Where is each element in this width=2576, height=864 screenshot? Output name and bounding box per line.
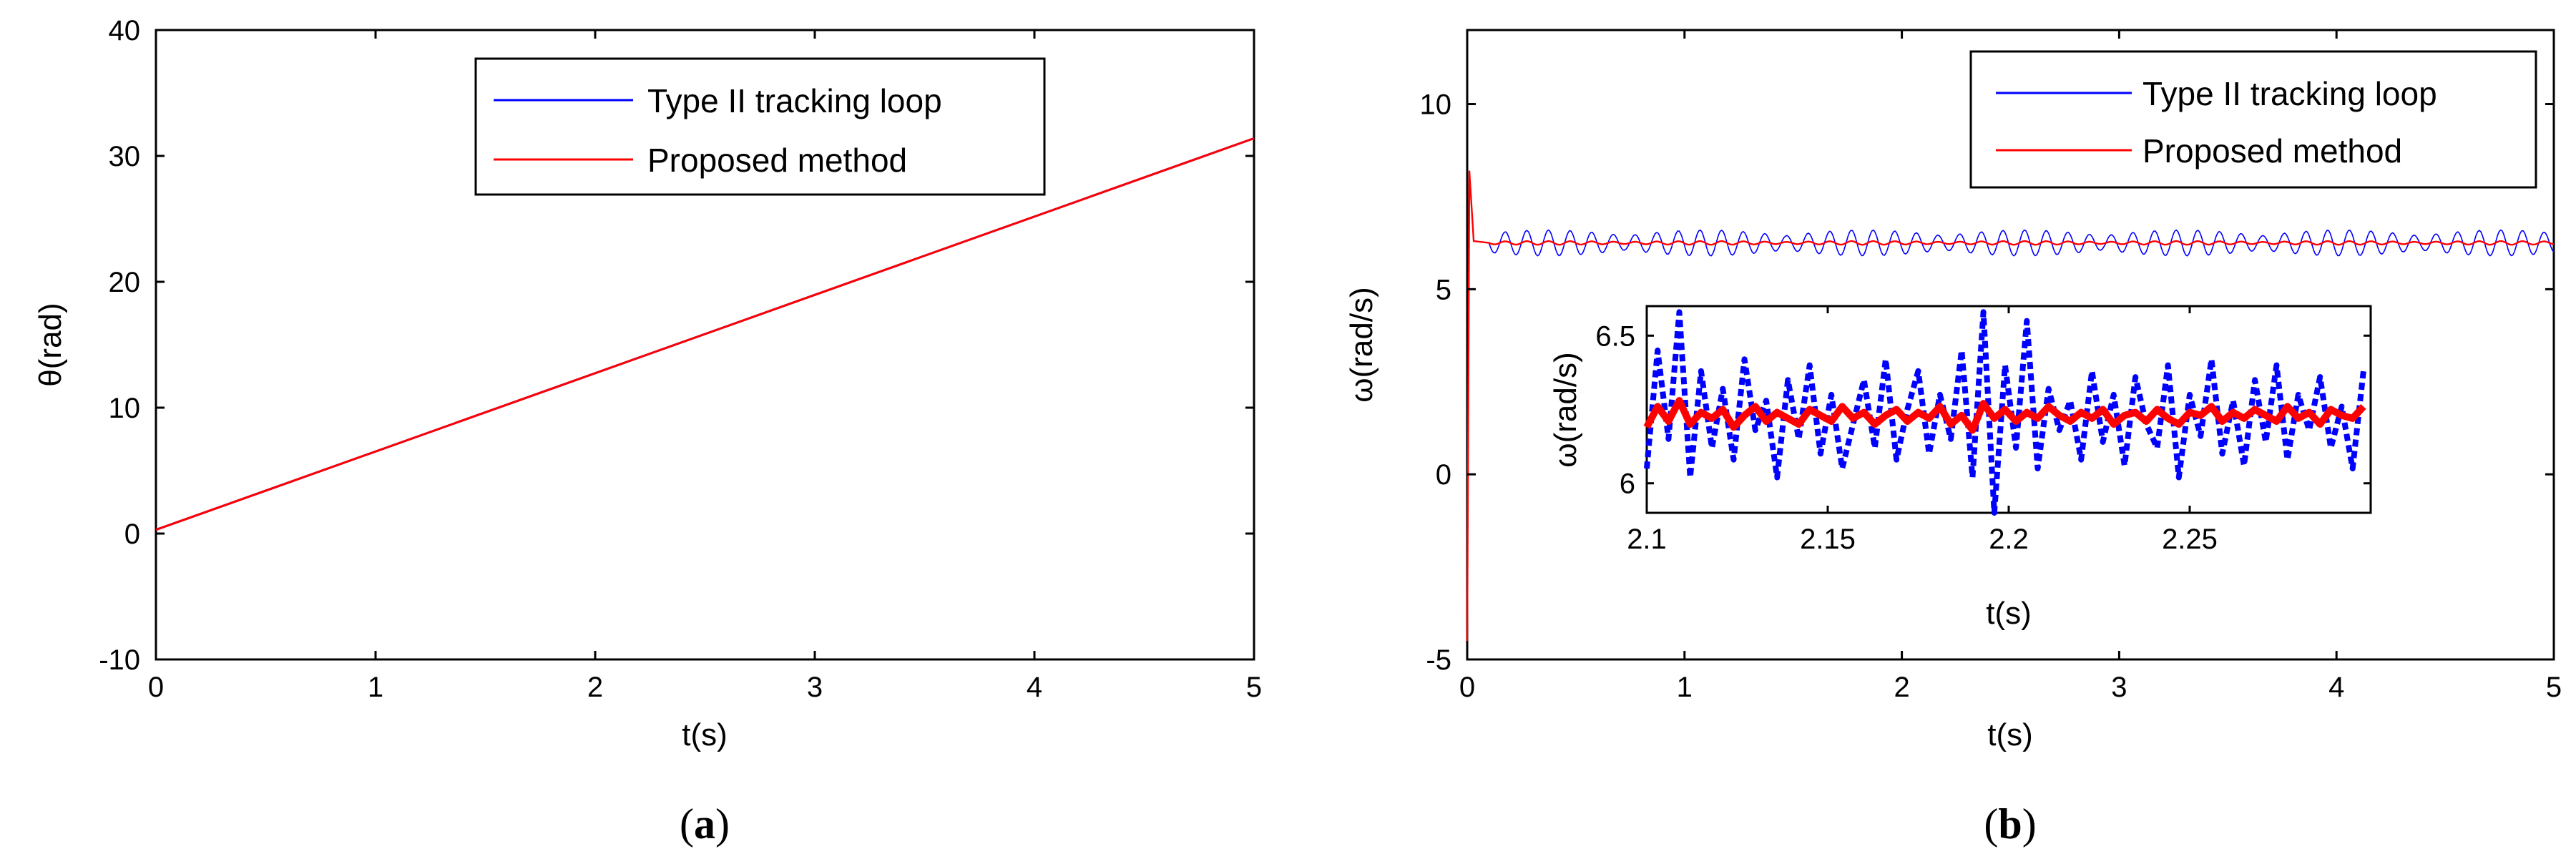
- panel-b-caption: (b): [1984, 800, 2036, 848]
- panel-b-inset-series-type2-line: [1644, 309, 2366, 516]
- panel-a-ytick-label: 0: [124, 519, 140, 550]
- panel-a-ticks: 0 1 2 3 4 5 -10 0 10 20 30 40: [99, 15, 1262, 703]
- panel-a-ytick-label: 40: [109, 15, 141, 46]
- panel-b-inset-xlabel: t(s): [1986, 596, 2032, 631]
- panel-b-xtick-label: 5: [2546, 672, 2562, 703]
- panel-a-legend-label-type2: Type II tracking loop: [647, 82, 942, 119]
- panel-b-xtick-label: 1: [1677, 672, 1693, 703]
- panel-b-xlabel: t(s): [1987, 717, 2033, 752]
- panel-a-xtick-label: 4: [1027, 672, 1042, 703]
- panel-b-inset-xtick-label: 2.1: [1627, 524, 1667, 555]
- panel-b-xtick-label: 0: [1459, 672, 1475, 703]
- panel-b-legend-label-proposed: Proposed method: [2142, 132, 2402, 170]
- panel-a-series-proposed-line: [155, 137, 1255, 531]
- panel-a-caption-letter: a: [694, 800, 715, 848]
- panel-a-legend: Type II tracking loop Proposed method: [474, 57, 1046, 196]
- panel-b-inset-xtick-label: 2.2: [1989, 524, 2029, 555]
- panel-b-caption-letter: b: [1998, 800, 2022, 848]
- panel-b-ytick-label: -5: [1426, 644, 1451, 676]
- panel-a-ylabel: θ(rad): [33, 303, 68, 386]
- panel-b-legend-label-type2: Type II tracking loop: [2142, 75, 2437, 112]
- panel-b-inset-series-group: [1643, 309, 2366, 516]
- panel-b-xtick-label: 2: [1894, 672, 1909, 703]
- panel-b-inset-ylabel: ω(rad/s): [1548, 352, 1583, 467]
- panel-a-ytick-label: 20: [109, 267, 141, 298]
- panel-a-ytick-label: 30: [109, 141, 141, 172]
- panel-a-legend-box: [474, 57, 1046, 196]
- panel-a-xtick-label: 3: [807, 672, 823, 703]
- panel-b-ytick-label: 5: [1436, 274, 1451, 305]
- panel-a-ytick-label: 10: [109, 393, 141, 424]
- panel-b-legend-box: [1969, 50, 2537, 189]
- panel-a-legend-label-proposed: Proposed method: [647, 142, 907, 179]
- panel-b-inset-ytick-label: 6: [1620, 468, 1635, 500]
- panel-b-inset-series-proposed-line: [1643, 397, 2366, 434]
- panel-b-legend: Type II tracking loop Proposed method: [1969, 50, 2537, 189]
- panel-b-inset-ticks: 2.1 2.15 2.2 2.25 6 6.5: [1595, 306, 2371, 555]
- panel-b-inset-xtick-label: 2.15: [1800, 524, 1856, 555]
- panel-b-ytick-label: 0: [1436, 459, 1451, 491]
- panel-b-xtick-label: 4: [2328, 672, 2344, 703]
- panel-b-ylabel: ω(rad/s): [1344, 287, 1379, 402]
- panel-a-series-group: [155, 137, 1255, 531]
- panel-b: 0 1 2 3 4 5 -5 0 5 10 Type II tracking loop Propo…: [1344, 29, 2562, 848]
- panel-a-xtick-label: 0: [148, 672, 164, 703]
- panel-a-xtick-label: 2: [587, 672, 603, 703]
- panel-b-inset-ytick-label: 6.5: [1595, 320, 1635, 352]
- panel-a-xlabel: t(s): [682, 717, 728, 752]
- panel-a-caption: (a): [680, 800, 730, 848]
- panel-a-xtick-label: 1: [368, 672, 383, 703]
- panel-b-series-proposed-line: [1466, 170, 2555, 642]
- panel-b-ytick-label: 10: [1420, 89, 1452, 121]
- panel-b-ticks: 0 1 2 3 4 5 -5 0 5 10: [1420, 30, 2562, 703]
- panel-b-xtick-label: 3: [2111, 672, 2127, 703]
- panel-a-xtick-label: 5: [1246, 672, 1262, 703]
- panel-b-inset: 2.1 2.15 2.2 2.25 6 6.5 t(s) ω(rad/s): [1548, 305, 2372, 631]
- panel-a-ytick-label: -10: [99, 644, 140, 676]
- panel-a: 0 1 2 3 4 5 -10 0 10 20 30 40 Type II tracking loop…: [33, 15, 1262, 848]
- panel-b-series-group: [1466, 170, 2555, 642]
- panel-b-inset-xtick-label: 2.25: [2162, 524, 2218, 555]
